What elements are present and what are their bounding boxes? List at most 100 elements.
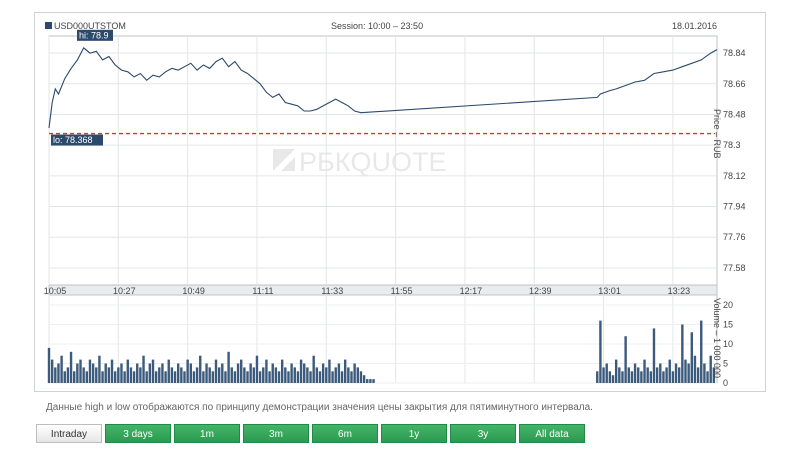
- x-tick-label: 13:23: [668, 286, 691, 296]
- volume-bar: [246, 371, 249, 383]
- volume-bar: [79, 359, 82, 383]
- volume-bar: [630, 371, 634, 383]
- volume-bar: [268, 371, 271, 383]
- x-tick-label: 11:11: [252, 286, 273, 296]
- volume-bar: [217, 367, 221, 383]
- volume-bar: [287, 371, 290, 383]
- volume-bar: [366, 379, 369, 383]
- volume-bar: [372, 379, 375, 383]
- volume-bar: [347, 367, 350, 383]
- tab-intraday[interactable]: Intraday: [36, 424, 102, 443]
- volume-bar: [362, 375, 366, 383]
- chart-frame: USD000UTSTOM Session: 10:00 – 23:50 18.0…: [34, 12, 766, 392]
- volume-bar: [633, 363, 637, 383]
- volume-bar: [706, 371, 709, 383]
- volume-bar: [265, 359, 268, 383]
- volume-bar: [120, 363, 123, 383]
- volume-bar: [233, 371, 237, 383]
- volume-bar: [63, 371, 66, 383]
- volume-bar: [236, 363, 240, 383]
- lo-label-box: [51, 134, 103, 146]
- volume-bar: [271, 363, 274, 383]
- volume-tick-label: 5: [723, 359, 728, 369]
- volume-bar: [167, 359, 170, 383]
- volume-bar: [252, 367, 256, 383]
- volume-bar: [681, 324, 684, 383]
- x-tick-label: 10:49: [182, 286, 205, 296]
- volume-tick-label: 0: [723, 378, 728, 388]
- volume-bar: [199, 355, 202, 383]
- lo-label: lo: 78.368: [53, 135, 93, 145]
- volume-bar: [255, 355, 259, 383]
- volume-bar: [280, 359, 284, 383]
- volume-bar: [312, 355, 315, 383]
- tab-1m[interactable]: 1m: [174, 424, 240, 443]
- volume-bar: [671, 371, 675, 383]
- tab-all-data[interactable]: All data: [519, 424, 585, 443]
- volume-bar: [230, 367, 233, 383]
- volume-bar: [151, 359, 155, 383]
- volume-bar: [325, 367, 328, 383]
- volume-bar: [677, 367, 681, 383]
- symbol-legend-swatch: [45, 22, 52, 29]
- x-tick-label: 10:27: [113, 286, 136, 296]
- price-tick-label: 78.66: [723, 79, 746, 89]
- volume-bar: [340, 371, 344, 383]
- tab-3-days[interactable]: 3 days: [105, 424, 171, 443]
- volume-bar: [703, 363, 706, 383]
- volume-bar: [129, 367, 133, 383]
- volume-bar: [211, 371, 215, 383]
- tab-1y[interactable]: 1y: [381, 424, 447, 443]
- volume-bar: [47, 347, 51, 383]
- price-tick-label: 77.58: [723, 263, 746, 273]
- watermark-logo-mark: [273, 149, 295, 171]
- volume-bar: [202, 371, 205, 383]
- volume-bar: [142, 355, 145, 383]
- volume-bar: [668, 359, 671, 383]
- volume-bar: [369, 379, 372, 383]
- volume-bar: [98, 355, 101, 383]
- volume-bar: [674, 363, 678, 383]
- volume-bar: [189, 363, 192, 383]
- volume-bar: [82, 367, 85, 383]
- volume-bar: [359, 371, 363, 383]
- tab-6m[interactable]: 6m: [312, 424, 378, 443]
- session-label: Session: 10:00 – 23:50: [331, 21, 423, 31]
- volume-bar: [148, 363, 152, 383]
- volume-bar: [605, 363, 608, 383]
- tab-3m[interactable]: 3m: [243, 424, 309, 443]
- volume-bar: [249, 363, 252, 383]
- volume-bar: [221, 363, 224, 383]
- watermark-logo-cut: [273, 149, 295, 171]
- volume-bar: [652, 328, 656, 383]
- volume-bar: [176, 363, 180, 383]
- price-tick-label: 78.3: [723, 140, 741, 150]
- watermark: РБКQUOTE: [273, 147, 446, 177]
- price-tick-label: 77.76: [723, 232, 746, 242]
- volume-bar: [337, 363, 341, 383]
- volume-bar: [274, 367, 278, 383]
- volume-bar: [662, 371, 665, 383]
- volume-bar: [66, 367, 70, 383]
- volume-bar: [145, 371, 148, 383]
- volume-bar: [117, 367, 120, 383]
- date-label: 18.01.2016: [672, 21, 717, 31]
- volume-bar: [110, 359, 114, 383]
- volume-bar: [180, 367, 183, 383]
- volume-bar: [107, 367, 111, 383]
- volume-bar: [608, 371, 612, 383]
- volume-bar: [284, 367, 287, 383]
- volume-bar: [126, 359, 129, 383]
- volume-bar: [161, 363, 164, 383]
- volume-tick-label: 15: [723, 320, 733, 330]
- volume-bar: [296, 371, 300, 383]
- volume-bar: [173, 371, 177, 383]
- tab-3y[interactable]: 3y: [450, 424, 516, 443]
- volume-bar: [69, 351, 73, 383]
- volume-bar: [328, 359, 331, 383]
- x-tick-label: 12:39: [529, 286, 552, 296]
- hi-label: hi: 78.9: [79, 30, 109, 40]
- x-tick-label: 11:33: [321, 286, 343, 296]
- volume-bar: [158, 367, 161, 383]
- price-axis-title: Price – RUB: [712, 109, 722, 159]
